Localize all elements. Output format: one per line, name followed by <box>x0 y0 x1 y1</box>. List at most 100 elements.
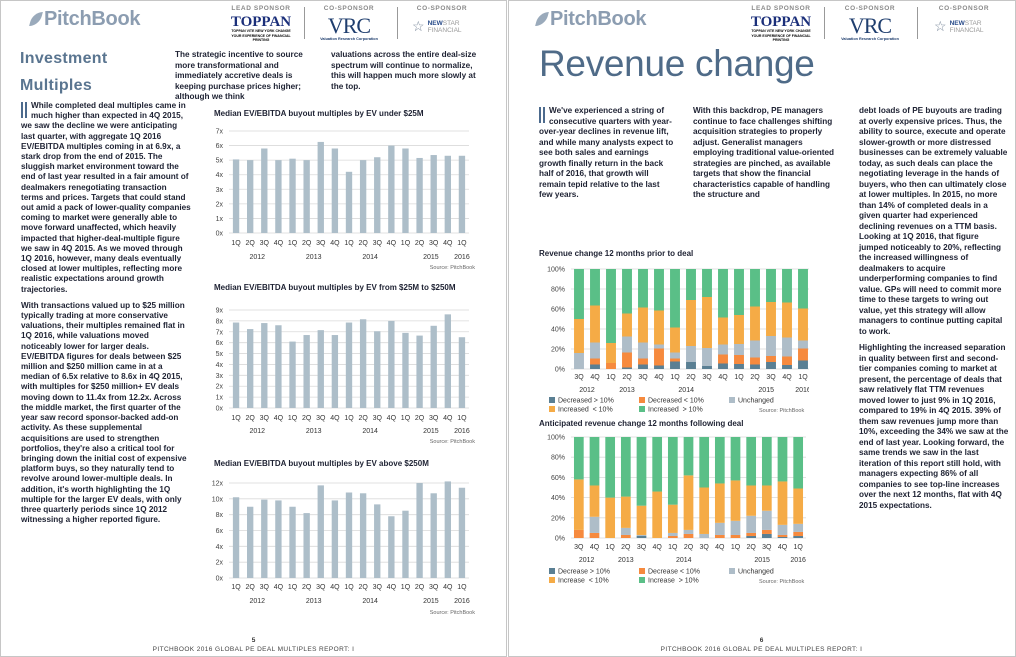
column-3-paragraph-1: debt loads of PE buyouts are trading at … <box>859 106 1008 336</box>
dropcap-marker <box>539 107 545 123</box>
x-tick-label: 1Q <box>734 374 744 381</box>
x-tick-label: 1Q <box>344 240 354 247</box>
x-tick-label: 4Q <box>590 544 600 551</box>
legend-item: Increase > 10% <box>639 577 699 586</box>
bar-segment <box>699 533 710 538</box>
column-1-text: We've experienced a string of consecutiv… <box>539 106 674 199</box>
x-tick-label: 3Q <box>316 584 326 591</box>
year-label: 2013 <box>618 557 634 564</box>
x-tick-label: 4Q <box>654 374 664 381</box>
x-tick-label: 2Q <box>415 240 425 247</box>
bar-segment <box>798 308 808 341</box>
dropcap-marker <box>21 102 27 118</box>
pitchbook-logo: PitchBook <box>535 8 647 31</box>
bar-segment <box>714 437 725 484</box>
legend-swatch <box>639 406 645 412</box>
bar <box>247 160 254 233</box>
x-tick-label: 1Q <box>231 415 241 422</box>
bar-segment <box>718 354 728 364</box>
bar-segment <box>761 510 772 530</box>
year-label: 2014 <box>362 428 378 435</box>
x-tick-label: 2Q <box>358 240 368 247</box>
bar-segment <box>667 532 678 536</box>
sponsor-label: LEAD SPONSOR <box>231 5 291 12</box>
title-line-1: Investment <box>20 50 108 67</box>
body-text: While completed deal multiples came in m… <box>21 101 191 531</box>
x-tick-label: 1Q <box>401 240 411 247</box>
x-tick-label: 2Q <box>746 544 756 551</box>
chart-2-title: Median EV/EBITDA buyout multiples by EV … <box>214 283 456 292</box>
co-sponsor-newstar: CO-SPONSOR ☆ NEWSTAR FINANCIAL <box>397 5 487 35</box>
bar-segment <box>683 475 694 530</box>
bar <box>345 171 353 233</box>
co-sponsor-newstar: CO-SPONSOR ☆ NEWSTAR FINANCIAL <box>919 5 1009 35</box>
bar <box>388 516 395 578</box>
x-tick-label: 1Q <box>288 415 298 422</box>
co-sponsor-vrc: CO-SPONSOR VRC Valuation Research Corpor… <box>825 5 915 41</box>
bar-segment <box>638 342 648 359</box>
bar <box>359 319 367 408</box>
bar-segment <box>766 356 776 362</box>
x-tick-label: 1Q <box>793 544 803 551</box>
bar-segment <box>654 344 664 349</box>
y-tick-label: 20% <box>551 515 565 522</box>
bar-segment <box>798 360 808 369</box>
legend-swatch <box>549 577 555 583</box>
legend-item: Increase < 10% <box>549 577 609 586</box>
legend-item: Unchanged <box>729 568 774 577</box>
year-label: 2015 <box>423 254 439 261</box>
column-2: With this backdrop, PE managers continue… <box>693 106 835 199</box>
bar-segment <box>714 483 725 523</box>
toppan-logo: TOPPAN <box>750 14 812 30</box>
bar-segment <box>766 302 776 336</box>
bar-segment <box>782 356 792 365</box>
bar-segment <box>686 346 696 362</box>
bar-segment <box>686 300 696 346</box>
bar-segment <box>667 437 678 505</box>
bar-segment <box>730 437 741 481</box>
bar-segment <box>766 362 776 369</box>
x-tick-label: 1Q <box>606 374 616 381</box>
bar <box>416 483 423 578</box>
bar-segment <box>714 522 725 535</box>
legend-label: Increased < 10% <box>558 406 613 414</box>
y-tick-label: 4x <box>216 362 224 369</box>
legend-swatch <box>729 568 735 574</box>
bar <box>247 506 254 578</box>
x-tick-label: 2Q <box>684 544 694 551</box>
bar-segment <box>798 340 808 349</box>
bar-segment <box>622 313 632 337</box>
x-tick-label: 2Q <box>622 374 632 381</box>
bar-segment <box>702 348 712 366</box>
bar <box>458 487 466 578</box>
legend-item: Increased < 10% <box>549 406 613 415</box>
bar <box>402 148 409 233</box>
sponsor-label: CO-SPONSOR <box>416 5 468 12</box>
bar-segment <box>589 516 600 533</box>
x-tick-label: 3Q <box>373 584 383 591</box>
bar <box>289 158 296 233</box>
chart-revenue-following: 0% 20% 40% 60% 80% 100% 3Q 4Q 1Q 2Q 3Q 4Q 1Q 2Q 3Q 4Q 1Q… <box>547 435 806 565</box>
bar-segment <box>574 269 584 319</box>
x-tick-label: 3Q <box>762 544 772 551</box>
x-tick-label: 1Q <box>344 415 354 422</box>
bar-segment <box>750 340 760 358</box>
y-tick-label: 5x <box>216 158 224 165</box>
x-tick-label: 4Q <box>718 374 728 381</box>
bar-segment <box>654 269 664 311</box>
y-tick-label: 100% <box>547 267 565 274</box>
divider <box>397 7 398 39</box>
column-1: We've experienced a string of consecutiv… <box>539 106 674 201</box>
x-tick-label: 1Q <box>457 584 467 591</box>
bar <box>458 155 466 233</box>
page-6: PitchBook LEAD SPONSOR TOPPAN TOPPAN VIT… <box>508 0 1016 657</box>
bar-segment <box>718 317 728 345</box>
page-footer: PITCHBOOK 2016 GLOBAL PE DEAL MULTIPLES … <box>660 646 863 653</box>
x-tick-label: 4Q <box>330 584 340 591</box>
bar <box>247 329 254 408</box>
y-tick-label: 0x <box>216 231 224 238</box>
column-3: debt loads of PE buyouts are trading at … <box>859 106 1009 517</box>
newstar-bold: NEW <box>949 19 965 27</box>
chart-ev-above-250m: 0x 2x 4x 6x 8x 10x 12x 1Q 2Q 3Q 4Q 1Q 2Q 3Q 4Q 1Q 2Q 3Q 4Q… <box>212 481 476 617</box>
bar <box>261 148 268 233</box>
